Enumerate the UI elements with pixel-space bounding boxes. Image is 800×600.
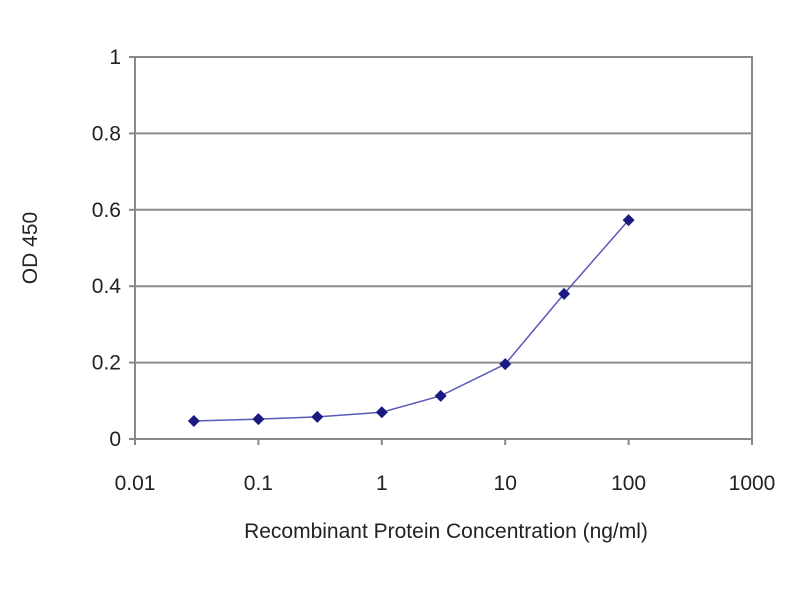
data-point	[375, 406, 388, 419]
y-tick-label: 0.8	[92, 122, 121, 145]
data-point	[187, 415, 200, 428]
x-tick-label: 0.1	[244, 472, 273, 495]
y-tick-label: 0.2	[92, 352, 121, 375]
data-point	[558, 287, 571, 300]
plot-area-border	[134, 56, 753, 440]
y-axis-label: OD 450	[19, 212, 42, 284]
x-tick-label: 1	[376, 472, 388, 495]
x-tick-label: 0.01	[115, 472, 156, 495]
x-tick-label: 10	[494, 472, 517, 495]
y-tick-label: 0	[109, 428, 121, 451]
x-tick-label: 100	[611, 472, 646, 495]
series-line	[193, 219, 630, 422]
y-tick-label: 0.4	[92, 275, 122, 298]
data-point	[622, 214, 635, 227]
x-axis-label: Recombinant Protein Concentration (ng/ml…	[244, 520, 648, 543]
data-point	[252, 413, 265, 426]
y-tick-label: 1	[109, 46, 121, 69]
data-point	[434, 389, 447, 402]
data-point	[499, 358, 512, 371]
y-tick-label: 0.6	[92, 199, 121, 222]
data-point	[311, 410, 324, 423]
x-tick-label: 1000	[729, 472, 776, 495]
